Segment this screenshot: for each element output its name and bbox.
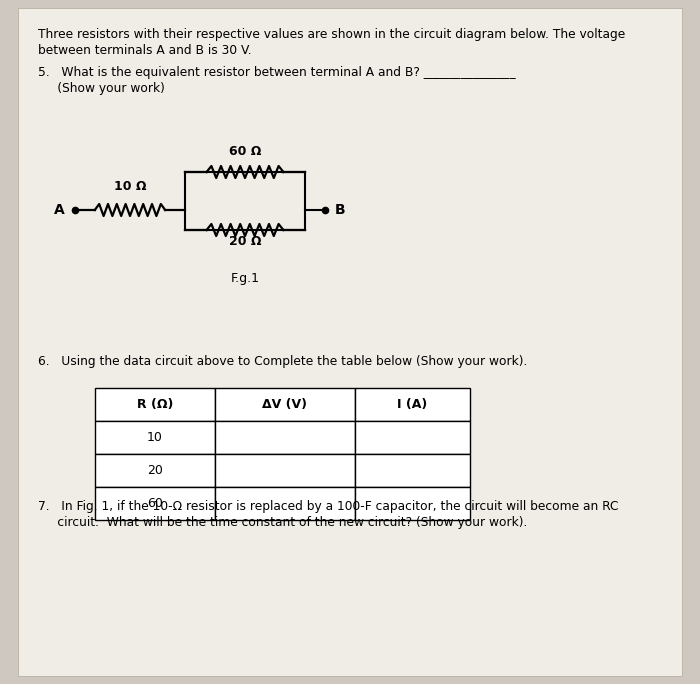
Text: ΔV (V): ΔV (V) (262, 398, 307, 411)
FancyBboxPatch shape (18, 8, 682, 676)
Text: 20 Ω: 20 Ω (229, 235, 261, 248)
FancyBboxPatch shape (215, 454, 355, 487)
FancyBboxPatch shape (355, 388, 470, 421)
Text: Three resistors with their respective values are shown in the circuit diagram be: Three resistors with their respective va… (38, 28, 625, 41)
FancyBboxPatch shape (355, 421, 470, 454)
FancyBboxPatch shape (95, 388, 215, 421)
Text: 5.   What is the equivalent resistor between terminal A and B? _______________: 5. What is the equivalent resistor betwe… (38, 66, 516, 79)
Text: 60: 60 (147, 497, 163, 510)
FancyBboxPatch shape (95, 454, 215, 487)
FancyBboxPatch shape (95, 421, 215, 454)
FancyBboxPatch shape (215, 487, 355, 520)
Text: B: B (335, 203, 346, 217)
Text: 20: 20 (147, 464, 163, 477)
FancyBboxPatch shape (355, 487, 470, 520)
Text: R (Ω): R (Ω) (136, 398, 173, 411)
Text: 7.   In Fig. 1, if the 10-Ω resistor is replaced by a 100-F capacitor, the circu: 7. In Fig. 1, if the 10-Ω resistor is re… (38, 500, 619, 513)
FancyBboxPatch shape (355, 454, 470, 487)
Text: 10: 10 (147, 431, 163, 444)
Text: 10 Ω: 10 Ω (113, 180, 146, 193)
Text: 60 Ω: 60 Ω (229, 145, 261, 158)
FancyBboxPatch shape (215, 388, 355, 421)
FancyBboxPatch shape (215, 421, 355, 454)
FancyBboxPatch shape (95, 487, 215, 520)
Text: between terminals A and B is 30 V.: between terminals A and B is 30 V. (38, 44, 251, 57)
Text: 6.   Using the data circuit above to Complete the table below (Show your work).: 6. Using the data circuit above to Compl… (38, 355, 527, 368)
Text: I (A): I (A) (398, 398, 428, 411)
Text: A: A (55, 203, 65, 217)
Text: (Show your work): (Show your work) (38, 82, 165, 95)
Text: circuit.  What will be the time constant of the new circuit? (Show your work).: circuit. What will be the time constant … (38, 516, 527, 529)
Text: F.g.1: F.g.1 (230, 272, 260, 285)
